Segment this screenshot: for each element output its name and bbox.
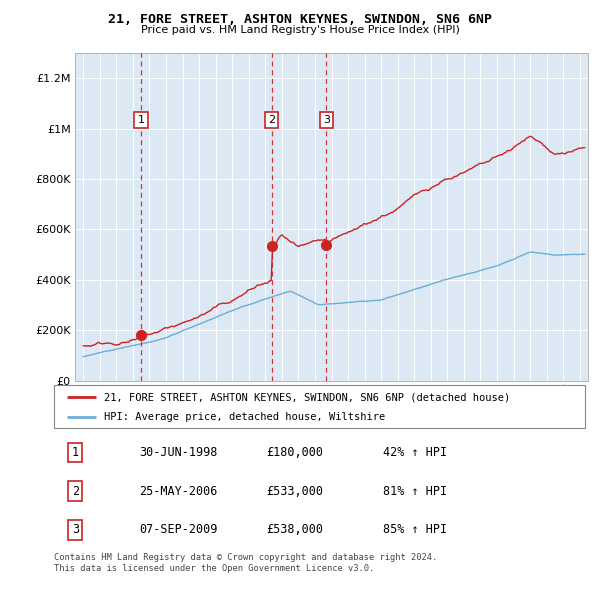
Text: Price paid vs. HM Land Registry's House Price Index (HPI): Price paid vs. HM Land Registry's House … — [140, 25, 460, 35]
Text: 07-SEP-2009: 07-SEP-2009 — [139, 523, 217, 536]
Text: £538,000: £538,000 — [266, 523, 323, 536]
Text: 2: 2 — [71, 484, 79, 498]
Text: 1: 1 — [137, 115, 145, 125]
Text: 81% ↑ HPI: 81% ↑ HPI — [383, 484, 448, 498]
Text: 1: 1 — [71, 446, 79, 459]
Text: 25-MAY-2006: 25-MAY-2006 — [139, 484, 217, 498]
Text: 2: 2 — [268, 115, 275, 125]
Text: £180,000: £180,000 — [266, 446, 323, 459]
Text: 21, FORE STREET, ASHTON KEYNES, SWINDON, SN6 6NP: 21, FORE STREET, ASHTON KEYNES, SWINDON,… — [108, 13, 492, 26]
Text: HPI: Average price, detached house, Wiltshire: HPI: Average price, detached house, Wilt… — [104, 412, 386, 422]
Text: 42% ↑ HPI: 42% ↑ HPI — [383, 446, 448, 459]
Text: 3: 3 — [71, 523, 79, 536]
Text: 3: 3 — [323, 115, 330, 125]
Text: 30-JUN-1998: 30-JUN-1998 — [139, 446, 217, 459]
Text: Contains HM Land Registry data © Crown copyright and database right 2024.
This d: Contains HM Land Registry data © Crown c… — [54, 553, 437, 573]
Text: £533,000: £533,000 — [266, 484, 323, 498]
Text: 21, FORE STREET, ASHTON KEYNES, SWINDON, SN6 6NP (detached house): 21, FORE STREET, ASHTON KEYNES, SWINDON,… — [104, 392, 511, 402]
Text: 85% ↑ HPI: 85% ↑ HPI — [383, 523, 448, 536]
